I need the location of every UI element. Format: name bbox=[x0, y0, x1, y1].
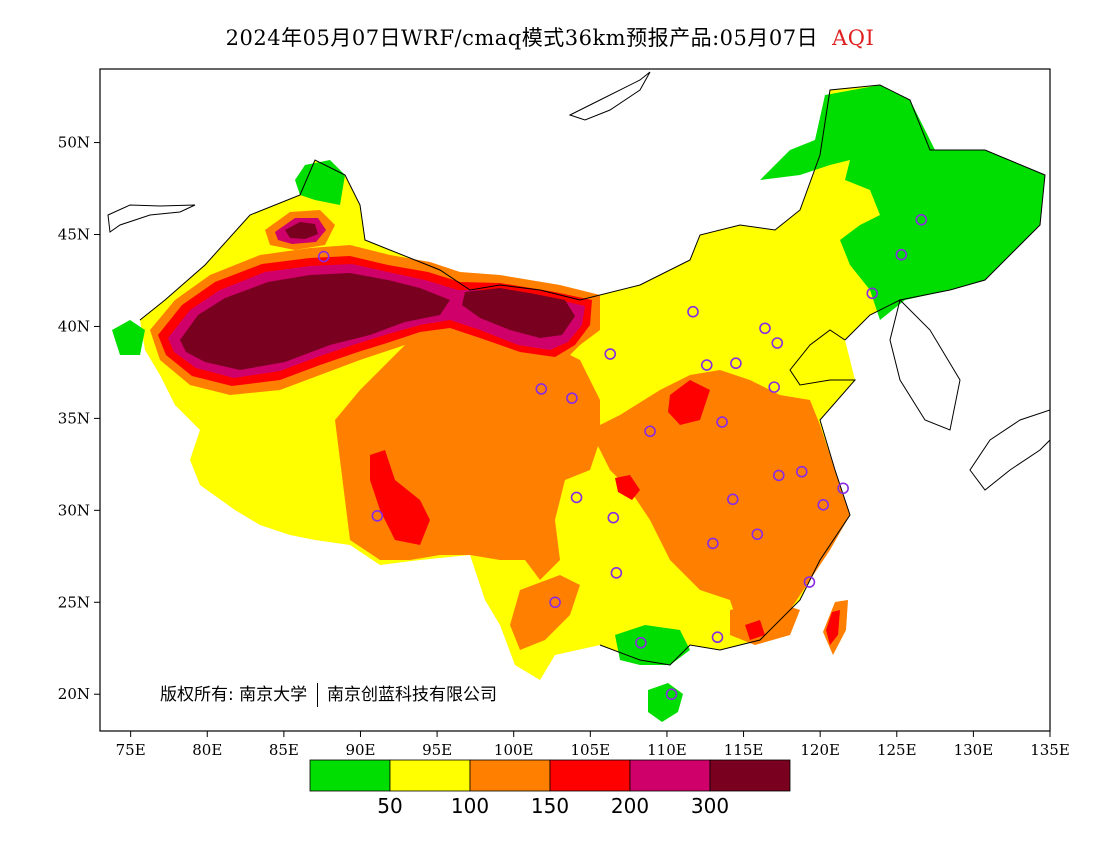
station-marker bbox=[607, 511, 620, 524]
aqi-band-red-tibet bbox=[370, 450, 430, 545]
station-marker bbox=[727, 493, 739, 506]
longitude-axis: 75E 80E 85E 90E 95E 100E 105E 110E 115E 120E 125E 1… bbox=[116, 731, 1070, 759]
copyright-notice: 版权所有: 南京大学 南京创蓝科技有限公司 bbox=[160, 680, 497, 707]
station-marker bbox=[772, 469, 785, 482]
station-marker bbox=[751, 528, 764, 541]
lon-tick-label: 105E bbox=[571, 741, 611, 759]
china-border bbox=[139, 84, 1046, 341]
legend-label: 100 bbox=[451, 794, 489, 818]
korea-outline bbox=[889, 299, 961, 431]
aqi-band-orange-yunnan bbox=[510, 575, 580, 650]
station-marker bbox=[687, 305, 699, 318]
taiwan-red bbox=[826, 610, 840, 645]
lon-tick-label: 100E bbox=[494, 741, 534, 759]
station-marker bbox=[803, 576, 816, 588]
lon-tick-label: 120E bbox=[800, 741, 840, 759]
aqi-band-green-w bbox=[112, 320, 145, 355]
station-marker bbox=[566, 392, 578, 404]
lake-balkhash bbox=[107, 204, 196, 233]
lon-tick-label: 135E bbox=[1030, 741, 1070, 759]
station-marker bbox=[317, 250, 330, 263]
station-marker bbox=[549, 596, 561, 609]
aqi-band-maroon-desert bbox=[180, 273, 450, 370]
aqi-band-maroon-gobi bbox=[462, 288, 575, 338]
aqi-band-red-sichuan bbox=[615, 475, 640, 500]
japan-outline bbox=[969, 409, 1050, 491]
lat-tick-label: 20N bbox=[58, 685, 90, 703]
copyright-prefix: 版权所有: bbox=[160, 685, 234, 705]
station-markers bbox=[317, 213, 928, 701]
lat-tick-label: 40N bbox=[58, 317, 90, 335]
lat-tick-label: 30N bbox=[58, 501, 90, 519]
legend-label: 50 bbox=[377, 794, 402, 818]
station-marker bbox=[866, 287, 879, 300]
station-marker bbox=[371, 510, 384, 522]
legend-swatch bbox=[309, 759, 391, 792]
lon-tick-label: 130E bbox=[954, 741, 994, 759]
latitude-axis: 50N 45N 40N 35N 30N 25N 20N bbox=[58, 134, 100, 703]
lon-tick-label: 95E bbox=[422, 741, 452, 759]
aqi-band-orange-east bbox=[590, 370, 850, 640]
copyright-divider bbox=[316, 683, 318, 707]
aqi-band-orange-gd bbox=[730, 600, 800, 645]
lon-tick-label: 75E bbox=[116, 741, 146, 759]
station-marker bbox=[535, 383, 548, 395]
lon-tick-label: 85E bbox=[269, 741, 299, 759]
color-legend: 50 100 150 200 300 bbox=[309, 759, 791, 818]
title-main: 2024年05月07日WRF/cmaq模式36km预报产品:05月07日 bbox=[225, 26, 819, 50]
lon-tick-label: 110E bbox=[647, 741, 687, 759]
legend-swatch bbox=[709, 759, 791, 792]
lat-tick-label: 35N bbox=[58, 409, 90, 427]
station-marker bbox=[915, 213, 928, 226]
station-marker bbox=[635, 636, 647, 649]
station-marker bbox=[700, 359, 713, 371]
legend-swatch bbox=[549, 759, 631, 792]
aqi-band-green-s bbox=[615, 625, 690, 665]
legend-label: 300 bbox=[691, 794, 729, 818]
lon-tick-label: 115E bbox=[724, 741, 764, 759]
station-marker bbox=[837, 482, 849, 495]
lat-tick-label: 45N bbox=[58, 226, 90, 244]
station-marker bbox=[768, 381, 780, 393]
station-marker bbox=[771, 337, 784, 349]
lat-tick-label: 25N bbox=[58, 593, 90, 611]
station-marker bbox=[759, 322, 771, 335]
station-marker bbox=[795, 465, 808, 478]
hainan-green bbox=[648, 683, 683, 722]
station-marker bbox=[570, 491, 583, 504]
lat-tick-label: 50N bbox=[58, 134, 90, 152]
station-marker bbox=[730, 357, 742, 370]
copyright-org2: 南京创蓝科技有限公司 bbox=[326, 685, 497, 705]
legend-swatch bbox=[629, 759, 711, 792]
title-variable: AQI bbox=[832, 26, 875, 50]
station-marker bbox=[817, 499, 830, 511]
legend-label: 200 bbox=[611, 794, 649, 818]
lon-tick-label: 90E bbox=[345, 741, 375, 759]
station-marker bbox=[707, 537, 719, 550]
station-marker bbox=[604, 348, 617, 360]
aqi-band-green-ne bbox=[760, 85, 1045, 320]
lon-tick-label: 125E bbox=[877, 741, 917, 759]
aqi-band-maroon-junggar bbox=[285, 222, 318, 239]
legend-label: 150 bbox=[531, 794, 569, 818]
plot-frame bbox=[99, 68, 1051, 732]
station-marker bbox=[665, 688, 678, 701]
map-title: 2024年05月07日WRF/cmaq模式36km预报产品:05月07日 AQI bbox=[0, 22, 1100, 52]
station-marker bbox=[711, 631, 724, 644]
copyright-org1: 南京大学 bbox=[239, 685, 308, 705]
aqi-field bbox=[112, 85, 1045, 722]
station-marker bbox=[716, 416, 728, 428]
lon-tick-label: 80E bbox=[192, 741, 222, 759]
legend-swatch bbox=[389, 759, 471, 792]
aqi-band-red-gd bbox=[745, 620, 765, 640]
station-marker bbox=[644, 425, 656, 438]
station-marker bbox=[610, 567, 623, 579]
lake-baikal bbox=[568, 71, 651, 121]
station-marker bbox=[895, 248, 908, 261]
legend-swatch bbox=[469, 759, 551, 792]
aqi-band-green-nw bbox=[295, 160, 345, 205]
aqi-band-red-henan bbox=[668, 380, 710, 425]
